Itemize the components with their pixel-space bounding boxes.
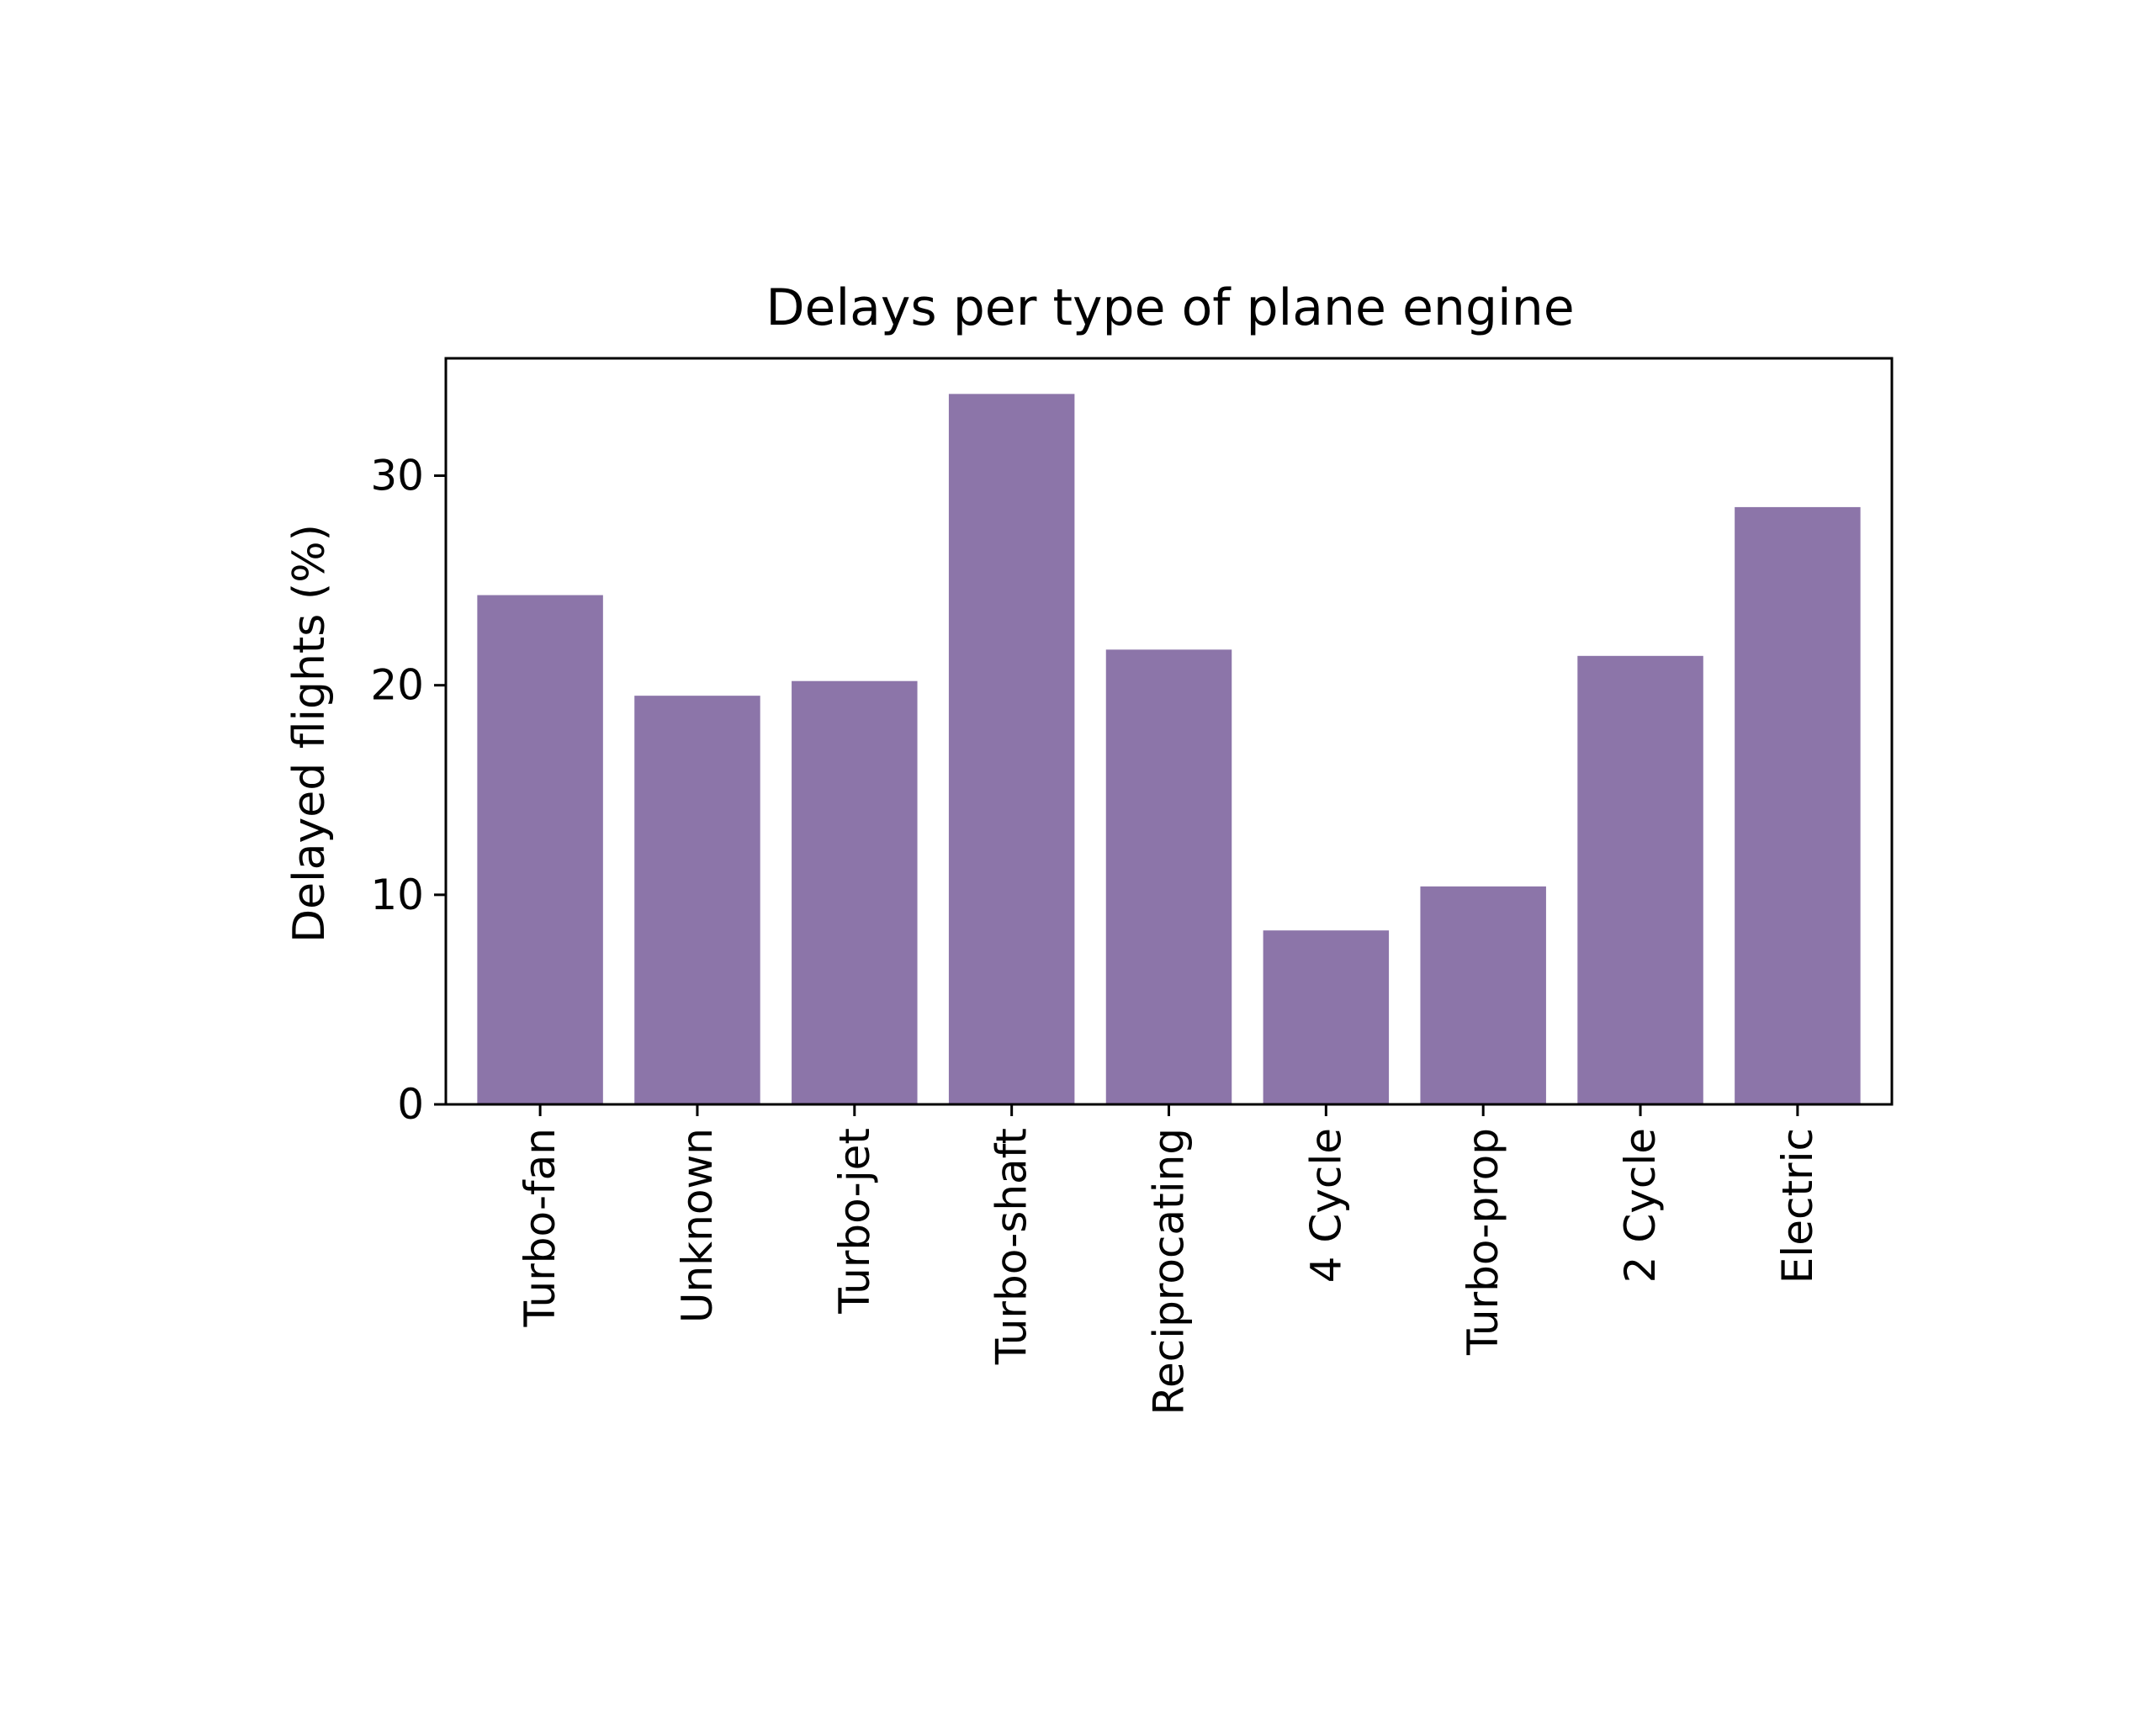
bar-reciprocating: [1105, 649, 1232, 1104]
y-tick-label: 0: [397, 1080, 424, 1129]
x-axis-ticks: Turbo-fan Unknown Turbo-jet Turbo-shaft Reci…: [516, 1104, 1822, 1415]
chart-title: Delays per type of plane engine: [765, 278, 1574, 337]
bar-turbo-jet: [792, 680, 918, 1104]
x-tick-label: Unknown: [673, 1128, 722, 1323]
x-tick-label: Turbo-fan: [516, 1128, 564, 1327]
x-tick-label: 4 Cycle: [1301, 1128, 1350, 1283]
bars-group: [477, 394, 1861, 1104]
bar-electric: [1735, 506, 1861, 1104]
x-tick-label: Turbo-shaft: [988, 1128, 1036, 1365]
x-tick-label: Reciprocating: [1145, 1128, 1194, 1415]
bar-unknown: [634, 696, 760, 1104]
bar-2-cycle: [1577, 655, 1703, 1104]
x-tick-label: Turbo-prop: [1459, 1128, 1507, 1356]
x-tick-label: Electric: [1773, 1128, 1822, 1284]
bar-turbo-fan: [477, 595, 603, 1104]
x-tick-label: Turbo-jet: [830, 1128, 879, 1315]
bar-4-cycle: [1263, 930, 1390, 1104]
plot-area-frame: [444, 357, 1894, 1106]
y-tick-label: 10: [370, 871, 424, 919]
y-axis-label: Delayed flights (%): [284, 524, 335, 943]
y-tick-label: 30: [370, 452, 424, 500]
bar-turbo-prop: [1420, 886, 1546, 1104]
y-tick-label: 20: [370, 661, 424, 710]
x-tick-label: 2 Cycle: [1616, 1128, 1665, 1283]
y-axis-ticks: 0 10 20 30: [370, 452, 446, 1129]
bar-turbo-shaft: [948, 394, 1075, 1104]
